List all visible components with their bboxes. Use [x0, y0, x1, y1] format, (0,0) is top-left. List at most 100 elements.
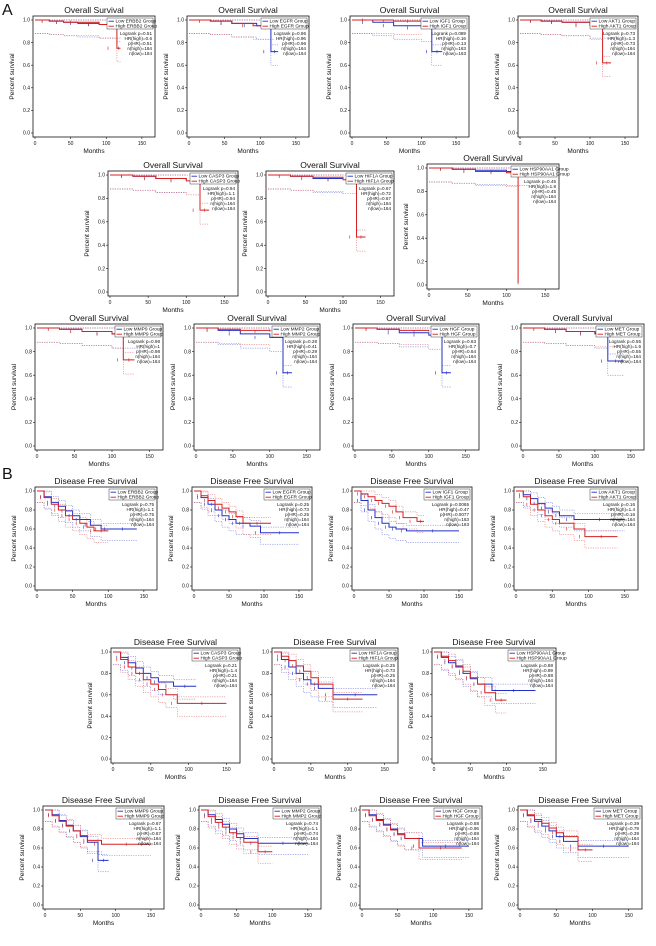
y-tick-label: 0.8 — [184, 349, 191, 355]
x-tick-label: 100 — [256, 141, 265, 147]
stat-line: n(high)=164 — [127, 46, 152, 51]
legend-entry: High MMP9 Group — [125, 814, 165, 820]
series-high — [434, 651, 507, 714]
stat-line: n(high)=164 — [528, 678, 553, 683]
x-tick-label: 100 — [425, 454, 434, 460]
x-tick-label: 0 — [112, 767, 115, 773]
stat-line: Logrank p=0.88 — [447, 821, 480, 826]
x-tick-label: 0 — [273, 767, 276, 773]
stat-line: n(high)=164 — [451, 354, 476, 359]
x-axis-label: Months — [319, 307, 341, 314]
y-tick-label: 0.4 — [350, 865, 357, 871]
y-tick-label: 1.0 — [340, 18, 347, 24]
confidence-lower — [268, 188, 344, 194]
y-tick-label: 0.0 — [340, 131, 347, 137]
km-plot-dfs-hsp90aa1: Disease Free Survival 0.0 0.2 0.4 0.6 0.8 1.0 0… — [408, 637, 567, 781]
y-tick-label: 0.4 — [25, 397, 32, 403]
plot-frame — [513, 486, 639, 591]
stat-line: Logrank p=0.16 — [603, 502, 636, 507]
stat-line: HR(high)=1 — [136, 344, 160, 349]
series-low — [194, 490, 299, 545]
y-tick-label: 0.0 — [189, 903, 196, 909]
x-tick-label: 50 — [234, 913, 240, 919]
y-tick-label: 0.0 — [508, 131, 515, 137]
confidence-lower — [37, 502, 137, 541]
stat-line: HR(high)=0.79 — [609, 826, 639, 831]
stat-line: p(HR)=0.64 — [452, 349, 476, 354]
y-tick-label: 0.6 — [262, 693, 269, 699]
legend-entry: High ERBB2 Group — [118, 495, 160, 501]
legend-box — [589, 488, 637, 501]
legend-entry: Low CASP3 Group — [199, 174, 240, 180]
x-tick-label: 0 — [200, 913, 203, 919]
survival-curve — [354, 490, 459, 532]
y-tick-label: 1.0 — [98, 173, 105, 179]
x-tick-label: 100 — [502, 293, 511, 299]
y-axis-label: Percent survival — [84, 210, 91, 257]
confidence-lower — [37, 341, 142, 349]
y-axis-label: Percent survival — [170, 363, 177, 410]
y-tick-label: 0.4 — [417, 236, 424, 242]
stat-line: HR(high)=1.4 — [210, 668, 238, 673]
legend-entry: Low MMP2 Group — [282, 809, 321, 815]
stat-line: Logrank p=0.21 — [205, 663, 238, 668]
stat-line: p(HR)=0.73 — [611, 41, 635, 46]
survival-curve — [113, 651, 227, 704]
x-tick-label: 150 — [625, 913, 634, 919]
plot-frame — [426, 163, 560, 290]
y-tick-label: 0.0 — [33, 903, 40, 909]
y-tick-label: 0.4 — [508, 865, 515, 871]
y-tick-label: 0.2 — [25, 565, 32, 571]
legend-box — [589, 17, 637, 30]
y-axis-label: Percent survival — [163, 53, 170, 100]
confidence-lower — [523, 341, 624, 376]
x-tick-label: 50 — [308, 767, 314, 773]
x-axis-label: Months — [569, 920, 591, 927]
x-tick-label: 0 — [361, 913, 364, 919]
x-tick-label: 50 — [226, 594, 232, 600]
y-tick-label: 0.4 — [184, 397, 191, 403]
confidence-upper — [194, 490, 271, 518]
x-tick-label: 50 — [148, 767, 154, 773]
survival-curve — [354, 490, 424, 522]
x-tick-label: 0 — [353, 594, 356, 600]
km-plot-os-akt1: Overall Survival 0.0 0.2 0.4 0.6 0.8 1.0 0 50 100… — [494, 5, 639, 155]
x-tick-label: 0 — [36, 454, 39, 460]
confidence-lower — [194, 502, 271, 535]
stat-line: p(HR)=0.0077 — [440, 512, 469, 517]
x-tick-label: 0 — [109, 300, 112, 306]
km-plot-dfs-hif1a: Disease Free Survival 0.0 0.2 0.4 0.6 0.8 1.0 0… — [248, 637, 399, 781]
legend-box — [191, 649, 239, 662]
x-tick-label: 0 — [519, 141, 522, 147]
y-tick-label: 0.2 — [256, 266, 263, 272]
x-tick-label: 100 — [584, 594, 593, 600]
km-plot-dfs-akt1: Disease Free Survival 0.0 0.2 0.4 0.6 0.8 1.0 0… — [490, 476, 639, 608]
x-tick-label: 100 — [260, 594, 269, 600]
legend-entry: High MMP2 Group — [282, 814, 322, 820]
stat-line: n(low)=164 — [295, 841, 318, 846]
legend-entry: Low MMP9 Group — [125, 809, 164, 815]
y-tick-label: 0.6 — [177, 63, 184, 69]
x-axis-label: Months — [88, 461, 110, 468]
stat-line: p(HR)=0.13 — [442, 41, 466, 46]
y-tick-label: 0.2 — [508, 884, 515, 890]
y-axis-label: Percent survival — [329, 363, 336, 410]
y-tick-label: 0.6 — [508, 63, 515, 69]
x-tick-label: 50 — [230, 454, 236, 460]
y-tick-label: 0.6 — [504, 527, 511, 533]
stat-line: n(low)=164 — [131, 522, 154, 527]
series-high — [45, 809, 151, 856]
y-tick-label: 0.4 — [23, 86, 30, 92]
y-tick-label: 0.4 — [25, 546, 32, 552]
y-tick-label: 0.2 — [511, 420, 518, 426]
plot-title: Overall Survival — [386, 313, 446, 323]
y-tick-label: 0.2 — [23, 108, 30, 114]
y-tick-label: 0.8 — [350, 827, 357, 833]
legend-box — [115, 807, 163, 820]
